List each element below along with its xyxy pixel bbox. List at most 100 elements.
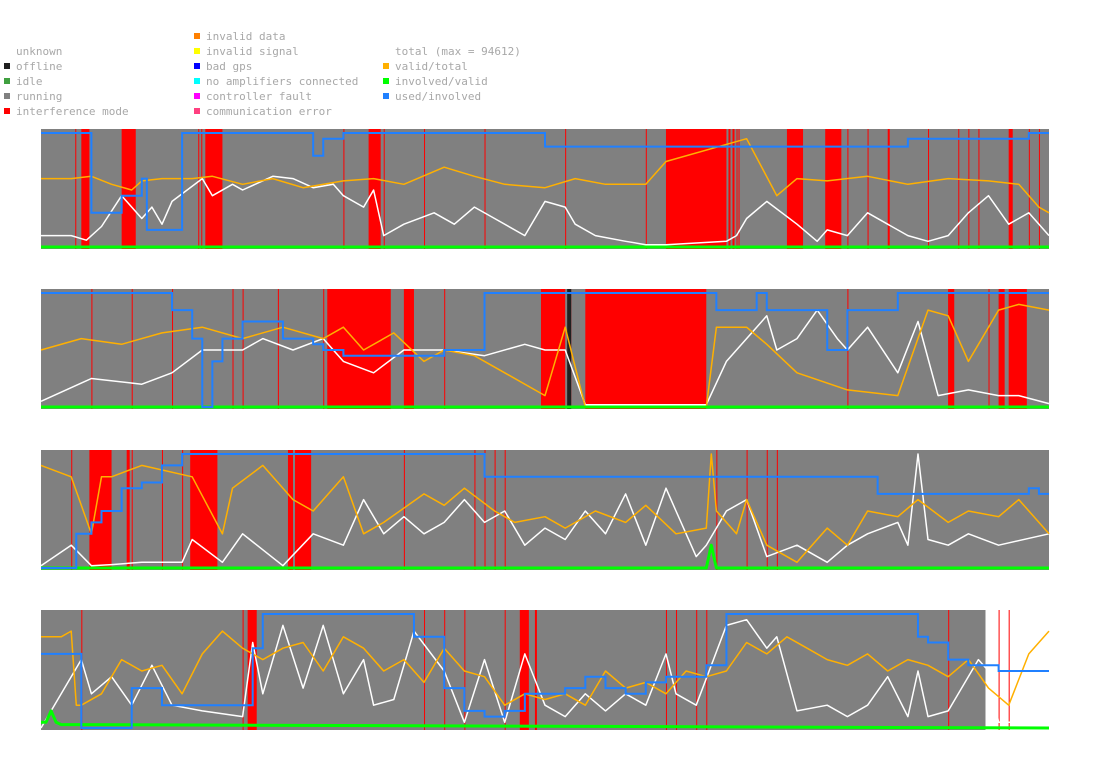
chart-panel-4 <box>40 610 1050 730</box>
chart-panel-3 <box>40 450 1050 570</box>
legend-swatch <box>194 48 200 54</box>
interference-mark <box>71 450 73 570</box>
legend-item: running <box>4 89 62 104</box>
legend-item: no amplifiers connected <box>194 74 358 89</box>
interference-mark <box>867 129 869 249</box>
interference-mark <box>676 610 678 730</box>
interference-block <box>190 450 218 570</box>
interference-mark <box>504 450 506 570</box>
interference-block <box>540 289 566 409</box>
interference-mark <box>131 450 133 570</box>
series-line-used-involved <box>41 292 1049 408</box>
offline-block <box>567 289 572 409</box>
legend-label: running <box>16 90 63 103</box>
legend-swatch <box>194 108 200 114</box>
legend-swatch <box>194 78 200 84</box>
legend-swatch <box>4 78 10 84</box>
interference-block <box>998 289 1005 409</box>
interference-block <box>665 129 727 249</box>
interference-block <box>287 450 293 570</box>
interference-block <box>968 129 970 249</box>
legend-label: used/involved <box>395 90 482 103</box>
interference-mark <box>736 129 738 249</box>
legend-label: interference mode <box>16 105 129 118</box>
legend-item: used/involved <box>383 89 481 104</box>
interference-mark <box>182 450 184 570</box>
series-line-involved-valid <box>41 709 1050 730</box>
legend-item: bad gps <box>194 59 252 74</box>
interference-mark <box>738 129 740 249</box>
legend-swatch <box>194 93 200 99</box>
legend-item: involved/valid <box>383 74 488 89</box>
interference-mark <box>91 289 93 409</box>
legend-swatch <box>383 78 389 84</box>
series-line-involved-valid <box>41 543 1049 570</box>
chart-panel-1 <box>41 129 1050 249</box>
interference-mark <box>343 129 345 249</box>
legend-item: total (max = 94612) <box>383 44 521 59</box>
series-line-used-involved <box>41 453 1049 569</box>
interference-block <box>732 129 735 249</box>
interference-mark <box>766 450 768 570</box>
interference-block <box>126 450 130 570</box>
interference-mark <box>424 129 426 249</box>
legend-item: idle <box>4 74 43 89</box>
series-line-total <box>40 618 1050 729</box>
legend-label: valid/total <box>395 60 468 73</box>
legend-label: involved/valid <box>395 75 488 88</box>
legend-label: bad gps <box>206 60 253 73</box>
interference-mark <box>928 129 930 249</box>
legend-label: offline <box>16 60 63 73</box>
interference-mark <box>201 129 203 249</box>
interference-block <box>403 289 414 409</box>
legend-label: unknown <box>16 45 63 58</box>
interference-mark <box>484 450 486 570</box>
interference-mark <box>1038 129 1040 249</box>
interference-mark <box>198 129 200 249</box>
interference-mark <box>172 289 174 409</box>
interference-block <box>948 289 955 409</box>
interference-block <box>1008 129 1013 249</box>
interference-mark <box>484 129 486 249</box>
series-line-valid-total <box>41 137 1050 214</box>
interference-block <box>797 129 804 249</box>
interference-block <box>205 129 223 249</box>
interference-mark <box>277 289 279 409</box>
interference-mark <box>696 610 698 730</box>
legend-swatch <box>194 63 200 69</box>
interference-block <box>887 129 890 249</box>
interference-mark <box>464 610 466 730</box>
legend-item: unknown <box>4 44 62 59</box>
interference-block <box>295 450 312 570</box>
interference-mark <box>1028 129 1030 249</box>
interference-block <box>825 129 842 249</box>
legend-item: invalid data <box>194 29 285 44</box>
legend-label: invalid signal <box>206 45 299 58</box>
interference-mark <box>988 289 990 409</box>
series-line-used-involved <box>41 613 1049 729</box>
legend-swatch <box>383 63 389 69</box>
interference-mark <box>948 610 950 730</box>
interference-mark <box>424 610 426 730</box>
interference-block <box>786 129 797 249</box>
interference-block <box>519 610 529 730</box>
legend-item: offline <box>4 59 62 74</box>
interference-block <box>585 289 707 409</box>
interference-mark <box>776 450 778 570</box>
interference-block <box>89 450 112 570</box>
interference-block <box>368 129 381 249</box>
legend-label: no amplifiers connected <box>206 75 359 88</box>
legend-label: communication error <box>206 105 332 118</box>
interference-mark <box>474 450 476 570</box>
legend-item: invalid signal <box>194 44 299 59</box>
series-line-total <box>41 175 1050 246</box>
series-line-used-involved <box>41 132 1049 231</box>
interference-mark <box>645 129 647 249</box>
interference-block <box>534 610 537 730</box>
legend-label: invalid data <box>206 30 286 43</box>
legend-swatch <box>4 93 10 99</box>
legend-swatch <box>383 93 389 99</box>
legend-label: total (max = 94612) <box>395 45 521 58</box>
legend-item: interference mode <box>4 104 129 119</box>
